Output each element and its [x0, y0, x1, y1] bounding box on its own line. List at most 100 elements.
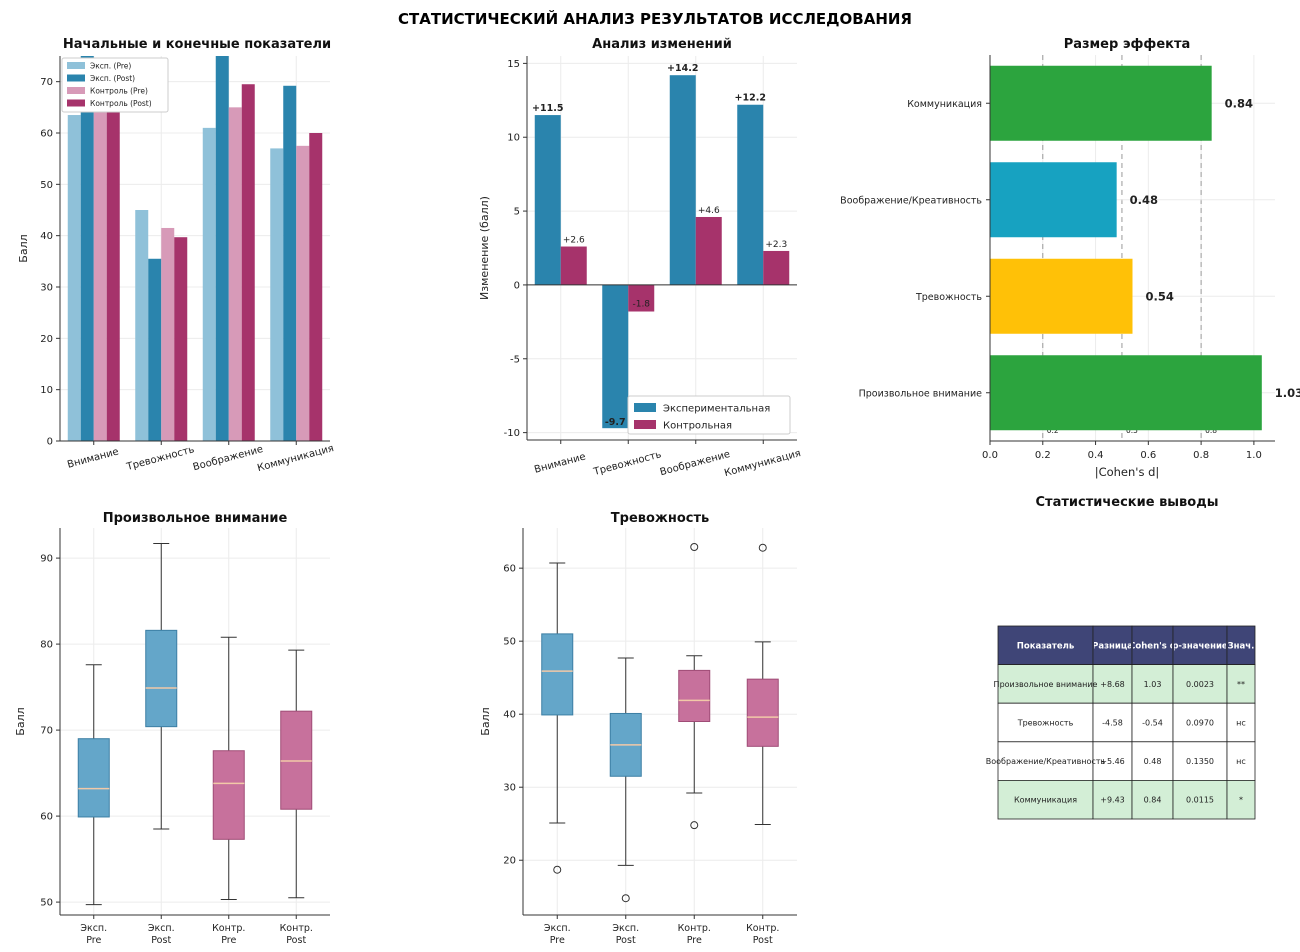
bar: [241, 84, 255, 441]
bar: [283, 85, 297, 442]
chart-title: Размер эффекта: [1064, 37, 1191, 52]
table-header-cell: [1172, 625, 1228, 665]
y-tick-label: 0: [47, 437, 53, 448]
table-cell-text: -4.58: [1102, 719, 1123, 728]
table-cell-text: +5.46: [1100, 757, 1125, 766]
chart-effect-size: 0.0 0.2 0.4 0.6 0.8 1.0 0.2 0.5 0.8 0.84 Коммуника…: [840, 37, 1300, 479]
box: [746, 678, 779, 747]
x-tick-label: Post: [151, 935, 171, 946]
legend-swatch: [634, 403, 656, 412]
x-tick-label: Воображение: [192, 444, 264, 473]
bar: [990, 162, 1117, 238]
box: [212, 750, 245, 840]
legend-label: Экспериментальная: [663, 404, 770, 415]
y-tick-label: 40: [503, 710, 516, 721]
data-label: 0.84: [1225, 96, 1253, 110]
y-tick-label: 80: [40, 640, 53, 651]
legend: Эксп. (Pre) Эксп. (Post) Контроль (Pre) Кон…: [61, 57, 169, 113]
bar: [215, 56, 229, 441]
table-cell-text: +8.68: [1100, 680, 1125, 689]
bar: [763, 250, 790, 285]
box: [678, 669, 711, 722]
chart-initial-final: 0 10 20 30 40 50 60 70 Внимание ТревожностьВообра…: [17, 37, 335, 474]
outlier: [690, 542, 699, 551]
table-cell-text: 0.1350: [1186, 757, 1214, 766]
y-tick-label: 10: [40, 385, 53, 396]
x-tick-label: Контр.: [280, 923, 313, 934]
table-cell: [1131, 664, 1174, 704]
legend-box: [61, 57, 169, 113]
data-label: 1.03: [1275, 386, 1300, 400]
y-tick-label: 50: [40, 898, 53, 909]
table-cell: [1172, 702, 1228, 743]
y-tick-label: 60: [40, 129, 53, 140]
x-tick-label: Контр.: [212, 923, 245, 934]
data-label: -9.7: [605, 417, 626, 428]
x-tick-label: Коммуникация: [256, 443, 335, 474]
legend-swatch: [67, 62, 85, 69]
table-cell-text: Произвольное внимание: [994, 680, 1098, 689]
x-tick-label: Pre: [687, 935, 702, 946]
data-label: +2.6: [563, 236, 585, 246]
bar: [135, 210, 149, 441]
y-axis-label: Изменение (балл): [478, 196, 491, 300]
y-axis-label: Балл: [479, 707, 492, 735]
bar: [161, 227, 175, 441]
reference-label: 0.5: [1126, 426, 1138, 435]
table-cell: [1172, 780, 1228, 820]
table-cell-text: *: [1239, 796, 1243, 805]
outlier: [553, 865, 562, 874]
y-tick-label: -10: [504, 428, 520, 439]
bar: [202, 127, 216, 441]
box: [77, 738, 110, 818]
table-header-text: Cohen's d: [1129, 641, 1176, 651]
bar: [669, 75, 696, 285]
table-cell-text: 0.0970: [1186, 719, 1214, 728]
y-tick-label: -5: [510, 354, 520, 365]
data-label: +12.2: [735, 93, 766, 104]
legend-label: Контрольная: [663, 421, 732, 432]
y-tick-label: 10: [507, 133, 520, 144]
y-axis-label: Балл: [14, 707, 27, 735]
box: [541, 633, 574, 716]
box: [145, 629, 178, 728]
y-tick-label: 90: [40, 554, 53, 565]
y-tick-label: Воображение/Креативность: [840, 195, 982, 206]
data-label: 0.48: [1130, 193, 1158, 207]
table-cell: [997, 780, 1094, 820]
bar: [67, 115, 81, 442]
y-tick-label: 0: [514, 280, 520, 291]
bar: [309, 133, 323, 441]
table-cell-text: Тревожность: [1017, 719, 1074, 728]
y-tick-label: Произвольное внимание: [859, 388, 983, 399]
table-header-text: p-значение: [1172, 641, 1228, 651]
chart-box-anxiety: 2030405060Эксп.PreЭксп.PostКонтр.PreКонт…: [479, 511, 797, 946]
x-tick-label: Post: [753, 935, 773, 946]
chart-title: Произвольное внимание: [103, 511, 288, 526]
reference-label: 0.2: [1047, 426, 1059, 435]
x-axis-label: |Cohen's d|: [1095, 465, 1160, 479]
table-cell-text: **: [1237, 680, 1245, 689]
table-cell: [1226, 741, 1256, 781]
chart-title: Тревожность: [611, 511, 709, 526]
table-cell-text: 0.84: [1144, 796, 1162, 805]
table-cell-text: +9.43: [1100, 796, 1125, 805]
table-cell: [1226, 702, 1256, 743]
y-tick-label: 15: [507, 59, 520, 70]
y-tick-label: 60: [503, 564, 516, 575]
table-cell: [1226, 664, 1256, 704]
legend-swatch: [67, 87, 85, 94]
chart-title: Начальные и конечные показатели: [63, 37, 331, 52]
legend-label: Контроль (Pre): [90, 87, 148, 96]
outlier: [758, 543, 767, 552]
legend-label: Контроль (Post): [90, 99, 152, 108]
x-tick-label: Post: [616, 935, 636, 946]
x-tick-label: Внимание: [533, 451, 587, 475]
x-tick-label: Эксп.: [148, 923, 175, 934]
data-label: +14.2: [667, 63, 698, 74]
table-cell-text: Коммуникация: [1014, 796, 1077, 805]
y-tick-label: 30: [503, 783, 516, 794]
table-header-text: Показатель: [1017, 641, 1074, 651]
data-label: 0.54: [1146, 289, 1174, 303]
bar: [990, 65, 1212, 141]
